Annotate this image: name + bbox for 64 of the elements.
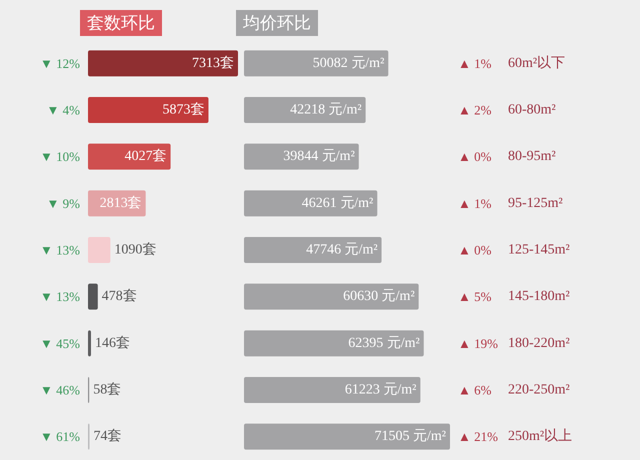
y-tick-label: 180-220m² [508, 336, 570, 351]
data-label: 39844 元/m² [283, 149, 355, 164]
data-label: 50082 元/m² [312, 56, 384, 71]
text: ▼ 45% [40, 336, 80, 351]
y-tick-label: 125-145m² [508, 242, 570, 258]
data-label: 7313套 [192, 54, 234, 71]
data-label: 74套 [94, 428, 122, 444]
text: ▼ 13% [40, 289, 80, 304]
y-tick-label: 80-95m² [508, 149, 556, 164]
text: ▼ 4% [46, 102, 80, 118]
y-tick-label: 60-80m² [508, 102, 556, 118]
y-tick-label: 250m²以上 [508, 428, 572, 444]
bar [244, 50, 388, 76]
bar [244, 190, 378, 216]
bar [88, 284, 98, 310]
text: ▲ 6% [458, 382, 492, 398]
text: ▼ 46% [40, 382, 80, 398]
bar [244, 330, 424, 356]
text: ▲ 0% [458, 149, 492, 164]
text: ▼ 10% [40, 149, 80, 164]
text: ▼ 61% [40, 429, 80, 444]
y-tick-label: 95-125m² [508, 196, 563, 211]
text: ▲ 5% [458, 289, 492, 304]
title: 套数环比 [80, 10, 162, 36]
data-label: 5873套 [162, 102, 204, 118]
data-label: 60630 元/m² [343, 289, 415, 304]
bar [244, 284, 419, 310]
data-label: 62395 元/m² [348, 336, 420, 351]
data-label: 71505 元/m² [374, 429, 446, 444]
data-label: 61223 元/m² [344, 382, 416, 398]
data-label: 1090套 [114, 242, 156, 258]
data-label: 46261 元/m² [302, 196, 374, 211]
chart-title: 均价环比 [242, 14, 311, 32]
text: ▲ 19% [458, 336, 498, 351]
data-label: 478套 [102, 288, 137, 304]
bar [88, 97, 208, 123]
title: 均价环比 [236, 10, 318, 36]
bar [244, 97, 366, 123]
bar [244, 377, 420, 403]
bar [244, 144, 359, 170]
bar [88, 144, 171, 170]
bar [88, 330, 91, 356]
text: ▼ 12% [40, 56, 80, 71]
text: ▲ 2% [458, 102, 492, 118]
y-tick-label: 60m²以下 [508, 54, 566, 71]
text: ▲ 1% [458, 196, 492, 211]
data-label: 4027套 [124, 148, 167, 164]
bar [244, 237, 382, 263]
data-label: 2813套 [100, 194, 142, 211]
bar [88, 237, 110, 263]
text: ▼ 13% [40, 242, 80, 258]
text: ▲ 21% [458, 429, 498, 444]
text: ▼ 9% [46, 196, 80, 211]
text: ▲ 0% [458, 242, 492, 258]
data-label: 47746 元/m² [306, 242, 378, 258]
data-label: 146套 [94, 334, 130, 351]
y-tick-label: 145-180m² [508, 289, 570, 304]
chart-title: 套数环比 [87, 14, 155, 32]
data-label: 58套 [93, 382, 122, 398]
bar [88, 50, 238, 76]
bar [244, 424, 450, 450]
data-label: 42218 元/m² [290, 102, 362, 118]
y-tick-label: 220-250m² [508, 382, 570, 398]
text: ▲ 1% [458, 56, 492, 71]
